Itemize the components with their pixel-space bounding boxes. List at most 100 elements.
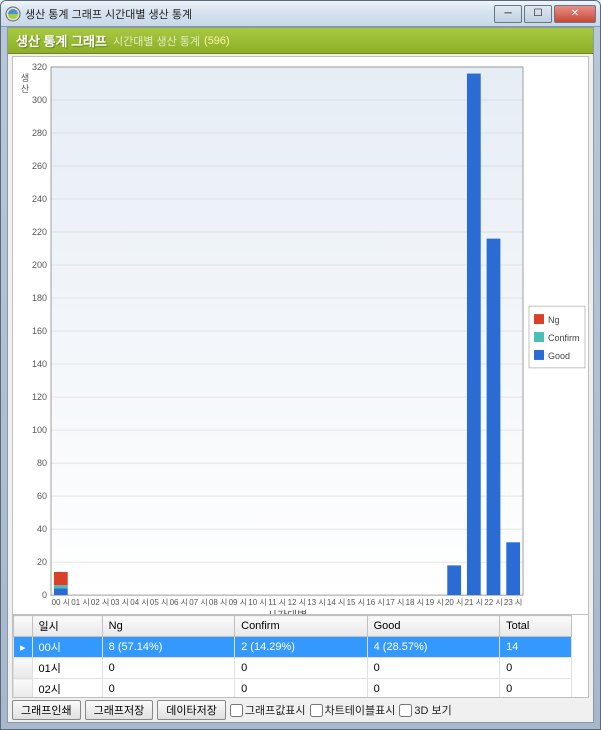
column-header[interactable]: Total — [500, 616, 572, 637]
table-cell: 0 — [102, 679, 234, 698]
svg-text:20: 20 — [37, 557, 47, 567]
svg-text:산: 산 — [21, 84, 29, 94]
page-count: (596) — [204, 35, 230, 47]
header-bar: 생산 통계 그래프 시간대별 생산 통계 (596) — [8, 28, 593, 54]
column-header[interactable]: Confirm — [235, 616, 367, 637]
row-selector-header — [14, 616, 33, 637]
close-button[interactable]: ✕ — [554, 5, 596, 23]
column-header[interactable]: Ng — [102, 616, 234, 637]
svg-text:Good: Good — [548, 351, 570, 361]
window-title: 생산 통계 그래프 시간대별 생산 통계 — [25, 6, 492, 22]
window-frame: 생산 통계 그래프 시간대별 생산 통계 ─ ☐ ✕ 생산 통계 그래프 시간대… — [0, 0, 601, 730]
page-title: 생산 통계 그래프 — [16, 31, 107, 50]
svg-text:18 시: 18 시 — [406, 598, 424, 607]
table-row[interactable]: 01시0000 — [14, 658, 572, 679]
table-cell: 01시 — [32, 658, 102, 679]
svg-text:12 시: 12 시 — [288, 598, 306, 607]
svg-text:220: 220 — [32, 227, 47, 237]
table-cell: 00시 — [32, 637, 102, 658]
show-values-checkbox[interactable] — [230, 704, 243, 717]
view-3d-checkbox[interactable] — [399, 704, 412, 717]
svg-text:Ng: Ng — [548, 315, 559, 325]
svg-text:02 시: 02 시 — [91, 598, 109, 607]
svg-text:80: 80 — [37, 458, 47, 468]
chart-area: 0 20 40 60 80 100 120 140 160 180 200 220 240 260 280 3… — [12, 56, 589, 630]
view-3d-checkbox-wrap[interactable]: 3D 보기 — [399, 702, 451, 718]
svg-text:01 시: 01 시 — [71, 598, 89, 607]
svg-text:Confirm: Confirm — [548, 333, 579, 343]
svg-text:22 시: 22 시 — [484, 598, 502, 607]
print-graph-button[interactable]: 그래프인쇄 — [12, 700, 81, 720]
table-scroll[interactable]: 일시NgConfirmGoodTotal ▸00시8 (57.14%)2 (14… — [13, 615, 588, 697]
svg-text:09 시: 09 시 — [229, 598, 247, 607]
app-icon — [5, 6, 21, 22]
table-cell: 02시 — [32, 679, 102, 698]
data-table-area: 일시NgConfirmGoodTotal ▸00시8 (57.14%)2 (14… — [12, 614, 589, 698]
maximize-button[interactable]: ☐ — [524, 5, 552, 23]
svg-text:00 시: 00 시 — [52, 598, 70, 607]
svg-text:11 시: 11 시 — [268, 598, 286, 607]
svg-text:10 시: 10 시 — [248, 598, 266, 607]
table-cell: 0 — [367, 658, 499, 679]
minimize-button[interactable]: ─ — [494, 5, 522, 23]
table-cell: 0 — [500, 658, 572, 679]
data-table: 일시NgConfirmGoodTotal ▸00시8 (57.14%)2 (14… — [13, 615, 572, 697]
svg-text:07 시: 07 시 — [189, 598, 207, 607]
svg-text:160: 160 — [32, 326, 47, 336]
show-values-label: 그래프값표시 — [245, 702, 306, 718]
titlebar[interactable]: 생산 통계 그래프 시간대별 생산 통계 ─ ☐ ✕ — [1, 1, 600, 27]
svg-text:생: 생 — [21, 73, 29, 83]
svg-text:03 시: 03 시 — [111, 598, 129, 607]
window-body: 생산 통계 그래프 시간대별 생산 통계 (596) 0 20 40 60 80 100 1… — [7, 27, 594, 723]
table-cell: 0 — [500, 679, 572, 698]
svg-text:240: 240 — [32, 194, 47, 204]
bar-chart: 0 20 40 60 80 100 120 140 160 180 200 220 240 260 280 3… — [13, 57, 588, 629]
svg-text:15 시: 15 시 — [347, 598, 365, 607]
page-subtitle: 시간대별 생산 통계 — [113, 33, 200, 49]
svg-text:14 시: 14 시 — [327, 598, 345, 607]
table-row[interactable]: ▸00시8 (57.14%)2 (14.29%)4 (28.57%)14 — [14, 637, 572, 658]
show-table-checkbox-wrap[interactable]: 차트테이블표시 — [310, 702, 396, 718]
table-row[interactable]: 02시0000 — [14, 679, 572, 698]
table-cell: 0 — [367, 679, 499, 698]
table-cell: 14 — [500, 637, 572, 658]
table-cell: 0 — [102, 658, 234, 679]
svg-text:06 시: 06 시 — [170, 598, 188, 607]
svg-text:200: 200 — [32, 260, 47, 270]
svg-text:0: 0 — [42, 590, 47, 600]
svg-text:19 시: 19 시 — [425, 598, 443, 607]
svg-text:120: 120 — [32, 392, 47, 402]
svg-text:300: 300 — [32, 95, 47, 105]
svg-text:280: 280 — [32, 128, 47, 138]
svg-text:180: 180 — [32, 293, 47, 303]
save-data-button[interactable]: 데이타저장 — [157, 700, 226, 720]
svg-text:04 시: 04 시 — [130, 598, 148, 607]
table-cell: 4 (28.57%) — [367, 637, 499, 658]
row-selector-cell[interactable] — [14, 679, 33, 698]
svg-text:140: 140 — [32, 359, 47, 369]
view-3d-label: 3D 보기 — [414, 702, 451, 718]
column-header[interactable]: Good — [367, 616, 499, 637]
bottom-toolbar: 그래프인쇄 그래프저장 데이타저장 그래프값표시 차트테이블표시 3D 보기 — [12, 700, 589, 720]
svg-text:100: 100 — [32, 425, 47, 435]
svg-text:17 시: 17 시 — [386, 598, 404, 607]
svg-text:13 시: 13 시 — [307, 598, 325, 607]
svg-text:23 시: 23 시 — [504, 598, 522, 607]
svg-text:16 시: 16 시 — [366, 598, 384, 607]
show-values-checkbox-wrap[interactable]: 그래프값표시 — [230, 702, 306, 718]
column-header[interactable]: 일시 — [32, 616, 102, 637]
svg-text:60: 60 — [37, 491, 47, 501]
svg-text:20 시: 20 시 — [445, 598, 463, 607]
show-table-label: 차트테이블표시 — [325, 702, 396, 718]
svg-text:05 시: 05 시 — [150, 598, 168, 607]
svg-text:40: 40 — [37, 524, 47, 534]
svg-text:320: 320 — [32, 62, 47, 72]
save-graph-button[interactable]: 그래프저장 — [85, 700, 154, 720]
row-selector-cell[interactable] — [14, 658, 33, 679]
table-cell: 0 — [235, 679, 367, 698]
svg-text:08 시: 08 시 — [209, 598, 227, 607]
svg-text:21 시: 21 시 — [465, 598, 483, 607]
show-table-checkbox[interactable] — [310, 704, 323, 717]
row-selector-cell[interactable]: ▸ — [14, 637, 33, 658]
svg-text:260: 260 — [32, 161, 47, 171]
